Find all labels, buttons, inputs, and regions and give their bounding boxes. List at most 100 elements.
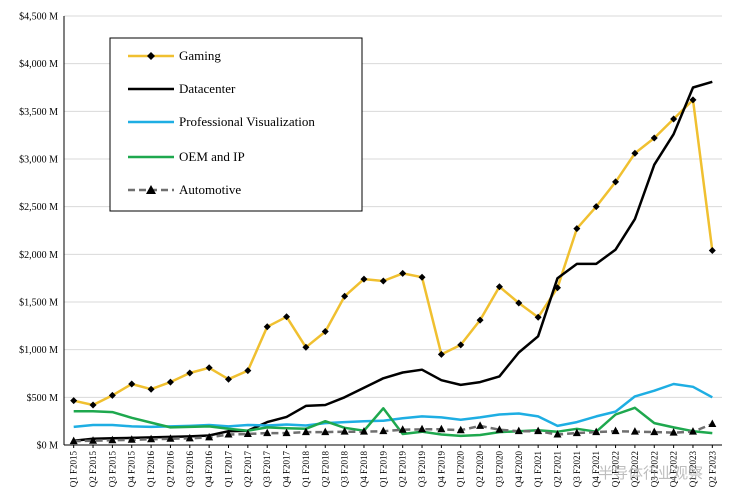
y-tick-label: $3,000 M <box>19 155 58 166</box>
data-point-automotive <box>534 426 543 435</box>
data-point-automotive <box>708 419 717 428</box>
x-tick-label: Q3 F2022 <box>649 451 659 487</box>
y-tick-label: $0 M <box>37 441 59 452</box>
legend-item-professional-visualization: Professional Visualization <box>128 114 315 129</box>
data-point-gaming <box>360 275 368 283</box>
data-point-automotive <box>437 424 446 433</box>
x-tick-label: Q4 F2016 <box>204 451 214 488</box>
x-tick-label: Q1 F2015 <box>69 451 79 488</box>
legend-box <box>109 37 363 212</box>
data-point-gaming <box>379 277 387 285</box>
data-point-automotive <box>321 427 330 436</box>
data-point-automotive <box>379 426 388 435</box>
x-tick-label: Q3 F2017 <box>262 451 272 488</box>
series-gaming <box>70 96 716 409</box>
x-tick-label: Q3 F2021 <box>572 451 582 487</box>
data-point-automotive <box>688 427 697 435</box>
legend: Gaming Datacenter Professional Visualiza… <box>109 37 363 212</box>
x-tick-label: Q2 F2017 <box>243 451 253 488</box>
x-tick-label: Q2 F2018 <box>320 451 330 488</box>
legend-item-automotive: Automotive <box>128 182 241 197</box>
series-line-automotive <box>73 422 713 443</box>
x-tick-label: Q4 F2017 <box>282 451 292 488</box>
y-tick-label: $3,500 M <box>19 107 58 118</box>
series-layer <box>69 80 717 445</box>
x-tick-label: Q1 F2022 <box>611 451 621 487</box>
data-point-automotive <box>456 425 465 434</box>
x-tick-label: Q4 F2022 <box>669 451 679 487</box>
x-axis: Q1 F2015 Q2 F2015 Q3 F2015 Q4 F2015 Q1 F2016… <box>64 444 722 488</box>
y-tick-label: $1,000 M <box>19 345 58 356</box>
data-point-automotive <box>243 429 252 438</box>
x-tick-label: Q1 F2019 <box>378 451 388 488</box>
series-automotive <box>69 419 717 445</box>
data-point-automotive <box>147 434 156 443</box>
data-point-automotive <box>398 425 407 433</box>
legend-item-gaming: Gaming <box>128 48 221 63</box>
x-tick-label: Q2 F2019 <box>398 451 408 488</box>
data-point-automotive <box>650 427 659 436</box>
x-tick-label: Q4 F2021 <box>591 451 601 487</box>
data-point-gaming <box>205 364 213 372</box>
data-point-gaming <box>225 375 232 383</box>
legend-label-oem-and-ip: OEM and IP <box>179 149 245 164</box>
x-tick-label: Q2 F2022 <box>630 451 640 487</box>
y-tick-label: $1,500 M <box>19 298 58 309</box>
y-tick-label: $500 M <box>27 393 59 404</box>
x-tick-label: Q2 F2015 <box>88 451 98 488</box>
data-point-automotive <box>514 426 523 435</box>
data-point-automotive <box>476 421 485 429</box>
data-point-gaming <box>128 380 136 388</box>
y-tick-label: $4,500 M <box>19 12 58 23</box>
y-tick-label: $4,000 M <box>19 59 58 70</box>
x-tick-label: Q1 F2018 <box>301 451 311 488</box>
data-point-automotive <box>572 428 581 437</box>
data-point-gaming <box>283 313 291 321</box>
data-point-gaming <box>263 323 271 331</box>
data-point-gaming <box>89 401 97 409</box>
x-tick-label: Q2 F2020 <box>475 451 485 488</box>
legend-item-oem-and-ip: OEM and IP <box>128 149 245 164</box>
data-point-gaming <box>612 178 620 186</box>
data-point-automotive <box>630 427 639 435</box>
data-point-gaming <box>437 350 445 358</box>
y-axis: $0 M $500 M $1,000 M $1,500 M $2,000 M $2,500… <box>19 12 65 452</box>
legend-item-datacenter: Datacenter <box>128 81 236 96</box>
data-point-automotive <box>166 434 175 442</box>
x-tick-label: Q1 F2020 <box>456 451 466 488</box>
x-tick-label: Q3 F2016 <box>185 451 195 488</box>
x-tick-label: Q1 F2016 <box>146 451 156 488</box>
data-point-gaming <box>321 328 329 336</box>
data-point-gaming <box>108 391 116 399</box>
data-point-automotive <box>669 428 678 436</box>
data-point-automotive <box>185 433 194 442</box>
data-point-automotive <box>418 424 427 433</box>
x-tick-label: Q4 F2020 <box>514 451 524 488</box>
data-point-automotive <box>108 435 117 444</box>
data-point-gaming <box>592 203 600 211</box>
data-point-automotive <box>495 425 504 433</box>
data-point-gaming <box>689 96 697 104</box>
data-point-automotive <box>224 430 233 438</box>
x-tick-label: Q4 F2019 <box>436 451 446 488</box>
data-point-automotive <box>89 436 98 444</box>
data-point-gaming <box>341 292 349 300</box>
x-tick-label: Q3 F2020 <box>494 451 504 488</box>
legend-label-datacenter: Datacenter <box>179 81 236 96</box>
legend-label-automotive: Automotive <box>179 182 241 197</box>
watermark: 半导体行业观察 <box>598 464 703 482</box>
y-tick-label: $2,000 M <box>19 250 58 261</box>
data-point-gaming <box>573 225 581 233</box>
data-point-automotive <box>301 427 310 436</box>
x-tick-label: Q4 F2015 <box>127 451 137 488</box>
data-point-gaming <box>631 149 639 157</box>
data-point-gaming <box>166 378 174 386</box>
x-tick-label: Q2 F2016 <box>165 451 175 488</box>
data-point-gaming <box>70 397 78 405</box>
x-tick-label: Q4 F2018 <box>359 451 369 488</box>
x-tick-label: Q1 F2021 <box>533 451 543 487</box>
data-point-gaming <box>495 283 503 291</box>
series-datacenter <box>73 80 713 442</box>
data-point-automotive <box>553 430 562 438</box>
x-tick-label: Q3 F2015 <box>107 451 117 488</box>
